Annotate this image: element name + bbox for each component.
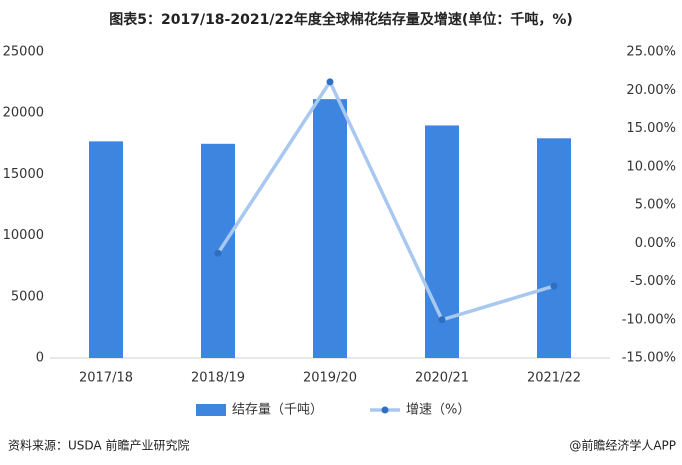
line-marker xyxy=(214,249,222,257)
x-tick-label: 2018/19 xyxy=(191,371,245,386)
y2-tick-label: 15.00% xyxy=(626,121,676,136)
x-tick-label: 2017/18 xyxy=(79,371,133,386)
line-marker xyxy=(326,78,334,86)
line xyxy=(216,78,555,322)
chart-title: 图表5：2017/18-2021/22年度全球棉花结存量及增速(单位：千吨，%) xyxy=(109,11,573,28)
y2-tick-label: -10.00% xyxy=(622,312,676,327)
legend-label: 增速（%） xyxy=(406,403,470,418)
y-tick-label: 10000 xyxy=(3,228,44,243)
line-marker xyxy=(550,282,558,290)
x-tick-label: 2019/20 xyxy=(303,371,357,386)
y2-tick-label: 10.00% xyxy=(626,159,676,174)
x-tick-label: 2020/21 xyxy=(415,371,469,386)
y-tick-label: 5000 xyxy=(11,289,44,304)
y2-tick-label: 5.00% xyxy=(635,198,676,213)
legend-swatch xyxy=(196,404,226,416)
legend-swatch xyxy=(381,406,389,414)
credit: @前瞻经济学人APP xyxy=(569,438,676,453)
y2-tick-label: -15.00% xyxy=(622,351,676,366)
bar xyxy=(89,141,123,358)
y-tick-label: 0 xyxy=(36,351,44,366)
y-tick-label: 20000 xyxy=(3,106,44,121)
bar xyxy=(313,99,347,359)
source: 资料来源：USDA 前瞻产业研究院 xyxy=(8,438,189,453)
y2-tick-label: 25.00% xyxy=(626,45,676,60)
legend-label: 结存量（千吨） xyxy=(232,403,323,418)
line-marker xyxy=(438,316,446,324)
y2-tick-label: 0.00% xyxy=(635,236,676,251)
y2-tick-label: -5.00% xyxy=(630,274,676,289)
bar xyxy=(537,138,571,358)
y2-tick-label: 20.00% xyxy=(626,83,676,98)
x-tick-label: 2021/22 xyxy=(527,371,581,386)
y-tick-label: 15000 xyxy=(3,167,44,182)
y-tick-label: 25000 xyxy=(3,45,44,60)
